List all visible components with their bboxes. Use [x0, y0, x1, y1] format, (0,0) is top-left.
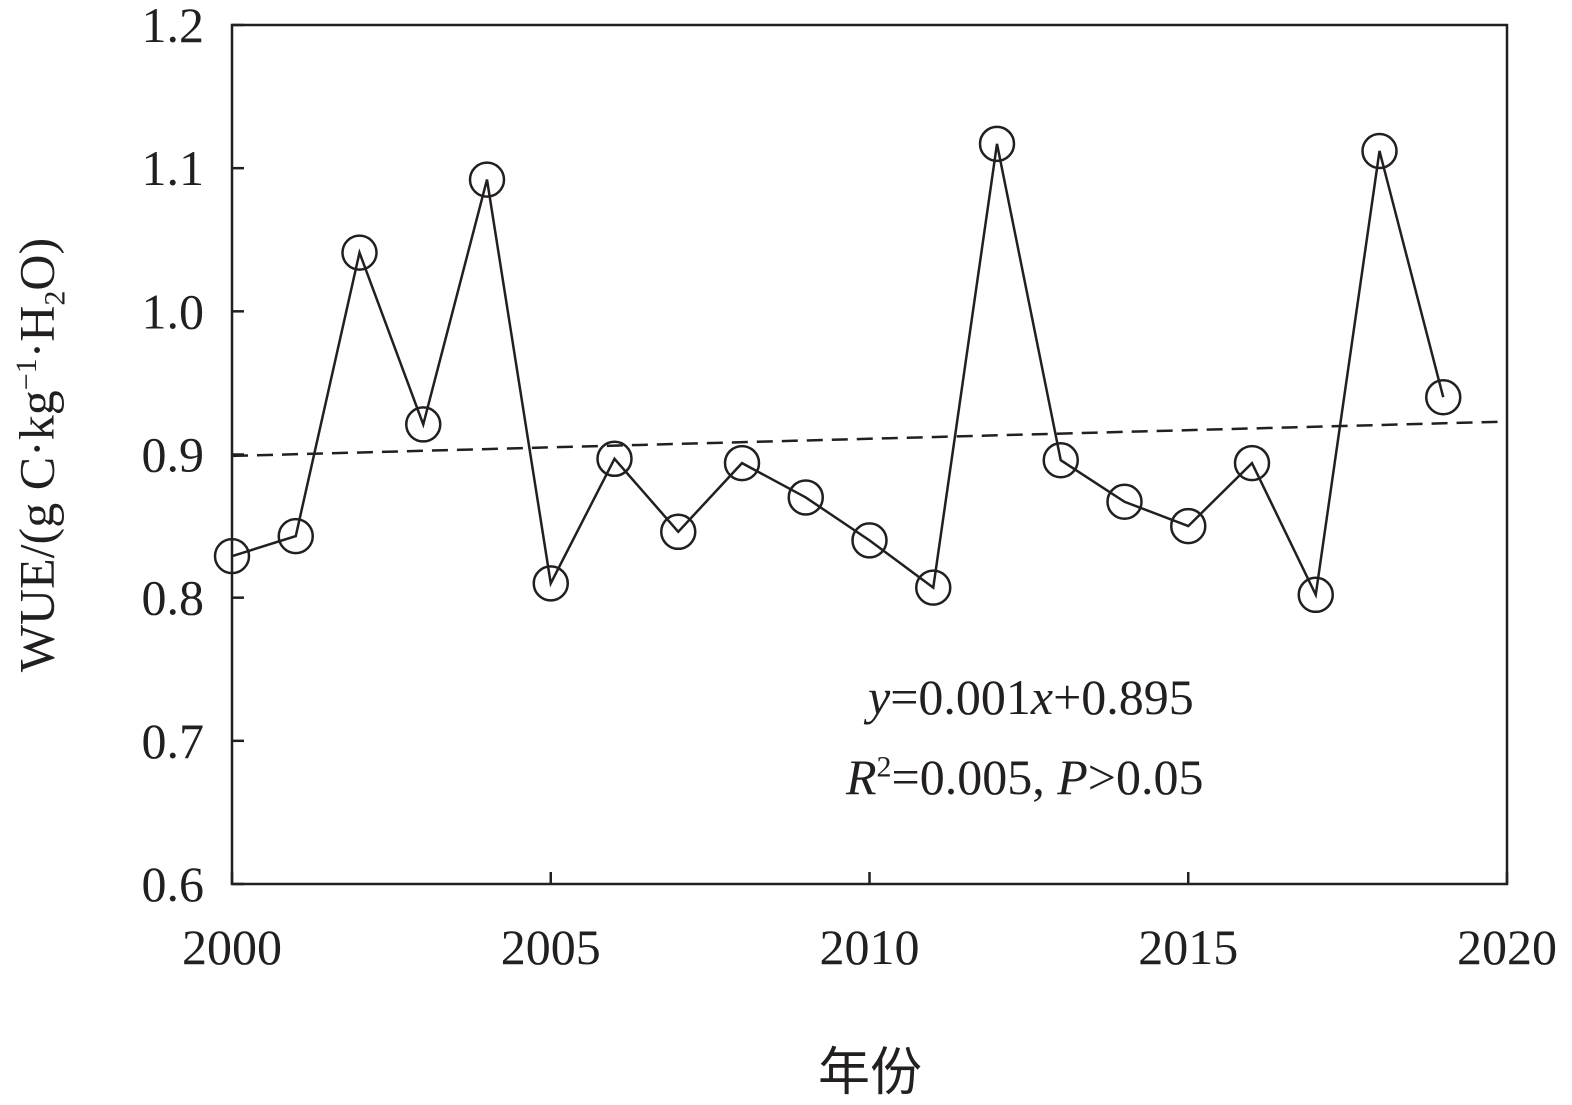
regression-stats: R2=0.005, P>0.05 [846, 749, 1204, 805]
y-axis-label: WUE/(g C·kg−1·H2O) [8, 237, 72, 673]
data-point [1233, 444, 1271, 482]
y-tick-label: 0.6 [142, 856, 205, 912]
data-point [213, 537, 251, 575]
x-tick-label: 2015 [1138, 919, 1238, 975]
series-line [231, 143, 1445, 600]
trend-line [231, 420, 1508, 458]
y-tick-label: 0.7 [142, 713, 205, 769]
data-point [341, 234, 378, 271]
x-axis-label: 年份 [817, 1045, 923, 1102]
y-tick-label: 1.1 [142, 140, 205, 196]
data-point [1361, 132, 1398, 170]
x-tick-label: 2000 [182, 919, 282, 975]
data-point [660, 513, 697, 551]
data-point [1297, 576, 1334, 614]
data-point [1106, 483, 1143, 520]
x-tick-label: 2010 [820, 919, 920, 975]
data-point [787, 479, 824, 516]
x-tick-label: 2020 [1457, 919, 1557, 975]
y-tick-label: 1.0 [142, 283, 205, 339]
y-tick-label: 0.9 [142, 427, 205, 483]
data-point [1425, 378, 1462, 416]
data-point [851, 522, 888, 559]
x-tick-label: 2005 [501, 919, 601, 975]
y-tick-label: 1.2 [142, 0, 205, 53]
data-point [468, 161, 506, 198]
data-point [532, 565, 569, 602]
regression-equation: y=0.001x+0.895 [868, 669, 1194, 725]
data-point [1042, 441, 1079, 479]
data-point [277, 517, 314, 555]
data-point [915, 569, 952, 606]
data-point [596, 440, 633, 478]
data-point [978, 125, 1016, 163]
data-point [1170, 507, 1207, 545]
data-point [405, 406, 442, 443]
data-point [723, 444, 761, 482]
y-tick-label: 0.8 [142, 570, 205, 626]
